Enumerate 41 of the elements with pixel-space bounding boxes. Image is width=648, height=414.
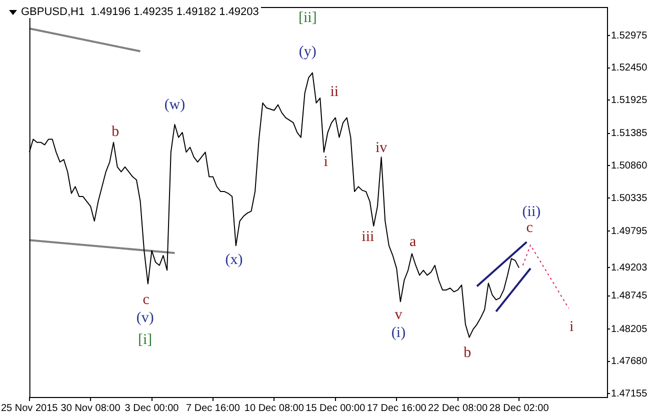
x-tick-label: 15 Dec 00:00 bbox=[306, 402, 366, 414]
x-tick-label: 3 Dec 00:00 bbox=[124, 402, 180, 414]
annotation: (w) bbox=[164, 96, 186, 113]
x-tick-label: 10 Dec 08:00 bbox=[244, 402, 304, 414]
y-tick-label: 1.50335 bbox=[611, 192, 648, 204]
x-tick-label: 17 Dec 16:00 bbox=[366, 402, 427, 414]
x-tick-label: 28 Dec 02:00 bbox=[489, 402, 550, 414]
annotation: b bbox=[112, 124, 120, 140]
annotation: (i) bbox=[391, 324, 406, 341]
annotation: (x) bbox=[225, 252, 243, 268]
y-tick-label: 1.47155 bbox=[611, 388, 648, 400]
x-tick-label: 30 Nov 08:00 bbox=[60, 402, 121, 414]
x-tick-label: 22 Dec 08:00 bbox=[428, 402, 488, 414]
annotation: c bbox=[526, 220, 534, 236]
annotation: c bbox=[142, 292, 150, 308]
annotation: iv bbox=[375, 140, 388, 156]
y-tick-label: 1.48745 bbox=[611, 290, 648, 302]
x-tick-label: 25 Nov 2015 bbox=[0, 402, 58, 414]
y-tick-label: 1.52450 bbox=[611, 62, 648, 74]
annotation: v bbox=[394, 306, 403, 323]
y-tick-label: 1.48205 bbox=[611, 324, 648, 335]
annotation: (v) bbox=[136, 310, 154, 326]
y-tick-label: 1.51385 bbox=[611, 128, 648, 140]
annotation: ii bbox=[330, 84, 339, 100]
annotation: (y) bbox=[298, 44, 316, 60]
y-tick-label: 1.49203 bbox=[611, 262, 648, 274]
y-tick-label: 1.52975 bbox=[611, 30, 648, 42]
annotation: i bbox=[570, 318, 574, 335]
y-tick-label: 1.49795 bbox=[611, 226, 648, 237]
y-tick-label: 1.51925 bbox=[611, 94, 648, 106]
annotation: iii bbox=[362, 228, 374, 245]
annotation: b bbox=[464, 344, 472, 361]
annotation: (ii) bbox=[522, 204, 541, 220]
annotation: [ii] bbox=[298, 10, 317, 26]
annotation: a bbox=[410, 234, 417, 250]
y-tick-label: 1.47680 bbox=[611, 356, 648, 368]
y-tick-label: 1.50860 bbox=[611, 160, 648, 172]
x-tick-label: 7 Dec 16:00 bbox=[186, 402, 240, 414]
annotation: [i] bbox=[138, 332, 152, 348]
chart-title: GBPUSD,H1 1.49196 1.49235 1.49182 1.49203 bbox=[21, 6, 259, 18]
annotation: i bbox=[324, 154, 328, 170]
